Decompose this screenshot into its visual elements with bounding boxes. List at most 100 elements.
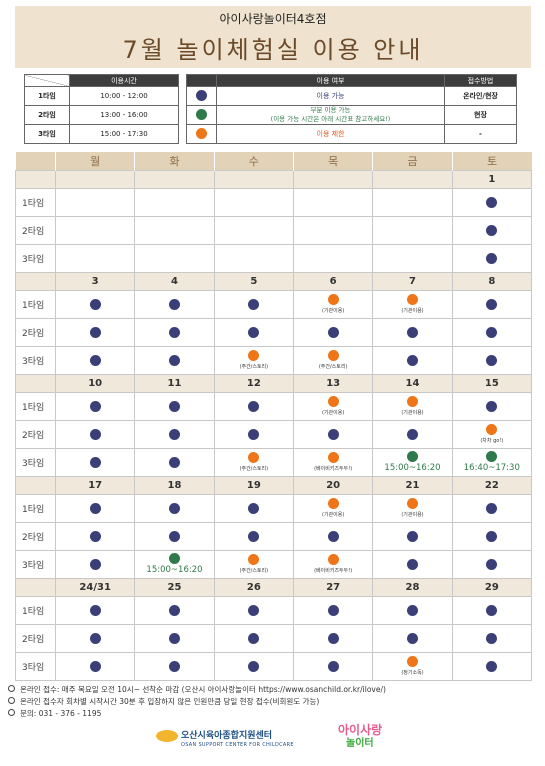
slot-cell[interactable]: (주간/스토리) (292, 345, 374, 375)
slot-cell[interactable] (372, 549, 453, 579)
partial-time-label: 15:00~16:20 (146, 565, 203, 575)
slot-cell[interactable]: (베이비키즈두두!) (292, 549, 374, 579)
slot-cell[interactable] (213, 391, 294, 421)
slot-cell[interactable] (451, 595, 533, 625)
slot-row: 3타임 (주간/스토리) (주간/스토리) (15, 345, 533, 375)
slot-cell[interactable]: 15:00~16:20 (372, 447, 453, 477)
slot-cell[interactable] (292, 595, 374, 625)
available-dot-icon (248, 428, 260, 440)
slot-cell[interactable]: (기관이용) (372, 391, 453, 421)
slot-cell[interactable] (213, 521, 294, 551)
available-dot-icon (486, 354, 498, 366)
slot-cell[interactable] (292, 623, 374, 653)
slot-cell[interactable] (451, 289, 533, 319)
slot-cell[interactable]: (차차 go!) (451, 419, 533, 449)
available-dot-icon (89, 354, 101, 366)
slot-cell[interactable] (134, 651, 215, 681)
partial-dot-icon (196, 108, 207, 120)
slot-cell[interactable]: (기관이용) (292, 493, 374, 523)
legend-text-line1: 부분 이용 가능 (310, 106, 351, 114)
slot-cell[interactable] (54, 595, 136, 625)
slot-cell[interactable] (54, 317, 136, 347)
slot-cell[interactable] (372, 419, 453, 449)
slot-cell[interactable] (134, 345, 215, 375)
slot-cell[interactable] (213, 651, 294, 681)
slot-cell[interactable] (292, 521, 374, 551)
slot-cell[interactable] (213, 595, 294, 625)
slot-cell[interactable] (372, 345, 453, 375)
slot-cell[interactable] (213, 493, 294, 523)
slot-cell[interactable] (451, 651, 533, 681)
available-dot-icon (89, 298, 101, 310)
slot-cell[interactable] (134, 289, 215, 319)
slot-cell[interactable] (54, 289, 136, 319)
slot-cell[interactable] (134, 419, 215, 449)
slot-cell[interactable] (134, 521, 215, 551)
slot-cell[interactable] (54, 419, 136, 449)
slot-cell[interactable] (54, 391, 136, 421)
slot-cell[interactable] (451, 215, 533, 245)
slot-cell[interactable]: (주간/스토리) (213, 345, 294, 375)
date-cell: 8 (451, 271, 533, 291)
slot-cell[interactable] (213, 623, 294, 653)
slot-cell[interactable] (134, 447, 215, 477)
slot-cell[interactable] (134, 317, 215, 347)
slot-cell[interactable] (54, 345, 136, 375)
slot-cell[interactable] (372, 521, 453, 551)
slot-cell[interactable]: 15:00~16:20 (134, 549, 215, 579)
slot-cell[interactable] (451, 187, 533, 217)
slot-cell[interactable] (451, 521, 533, 551)
slot-cell[interactable] (54, 549, 136, 579)
slot-row: 3타임 (정기소독) (15, 651, 533, 681)
slot-cell[interactable] (54, 521, 136, 551)
slot-cell[interactable]: (기관이용) (292, 391, 374, 421)
slot-cell[interactable]: (기관이용) (372, 289, 453, 319)
partial-dot-icon (168, 553, 180, 564)
slot-label: 1타임 (15, 595, 56, 625)
slot-cell[interactable] (451, 317, 533, 347)
slot-cell[interactable] (451, 391, 533, 421)
slot-cell[interactable] (213, 317, 294, 347)
slot-cell[interactable] (372, 595, 453, 625)
slot-cell[interactable]: (베이비키즈두두!) (292, 447, 374, 477)
slot-cell[interactable]: (주간/스토리) (213, 447, 294, 477)
slot-row: 3타임 15:00~16:20 (주간/스토리) (베이비키즈두두!) (15, 549, 533, 579)
slot-cell[interactable]: (주간/스토리) (213, 549, 294, 579)
footer-notes: 온라인 접수: 매주 목요일 오전 10시~ 선착순 마감 (오산시 아이사랑놀… (8, 684, 386, 720)
slot-cell[interactable] (54, 447, 136, 477)
slot-cell[interactable] (451, 623, 533, 653)
slot-cell (134, 215, 215, 245)
slot-row: 2타임 (차차 go!) (15, 419, 533, 449)
slot-cell[interactable] (134, 623, 215, 653)
slot-cell[interactable] (213, 419, 294, 449)
date-cell: 28 (372, 577, 453, 597)
org-logo: 오산시육아종합지원센터 OSAN SUPPORT CENTER FOR CHIL… (156, 728, 294, 748)
restriction-note: (차차 go!) (480, 438, 504, 444)
slot-cell[interactable]: 16:40~17:30 (451, 447, 533, 477)
slot-cell[interactable] (292, 419, 374, 449)
restriction-note: (기관이용) (401, 512, 424, 518)
slot-cell[interactable]: (정기소독) (372, 651, 453, 681)
slot-cell[interactable] (451, 549, 533, 579)
slot-cell[interactable] (134, 595, 215, 625)
slot-cell[interactable] (54, 493, 136, 523)
slot-cell[interactable] (54, 651, 136, 681)
restriction-note: (정기소독) (401, 670, 424, 676)
slot-cell[interactable]: (기관이용) (372, 493, 453, 523)
slot-cell[interactable] (451, 493, 533, 523)
slot-cell[interactable] (372, 623, 453, 653)
slot-cell[interactable] (134, 493, 215, 523)
time-table-corner (24, 74, 70, 87)
slot-label: 1타임 (15, 391, 56, 421)
slot-cell[interactable] (134, 391, 215, 421)
slot-cell[interactable] (292, 651, 374, 681)
slot-row: 3타임 (주간/스토리) (베이비키즈두두!) 15:00~16:20 16:40~17… (15, 447, 533, 477)
slot-cell[interactable] (213, 289, 294, 319)
slot-cell[interactable] (451, 345, 533, 375)
slot-cell[interactable] (292, 317, 374, 347)
slot-cell[interactable]: (기관이용) (292, 289, 374, 319)
slot-cell[interactable] (372, 317, 453, 347)
slot-cell[interactable] (54, 623, 136, 653)
date-row-corner (15, 271, 56, 291)
slot-cell[interactable] (451, 243, 533, 273)
